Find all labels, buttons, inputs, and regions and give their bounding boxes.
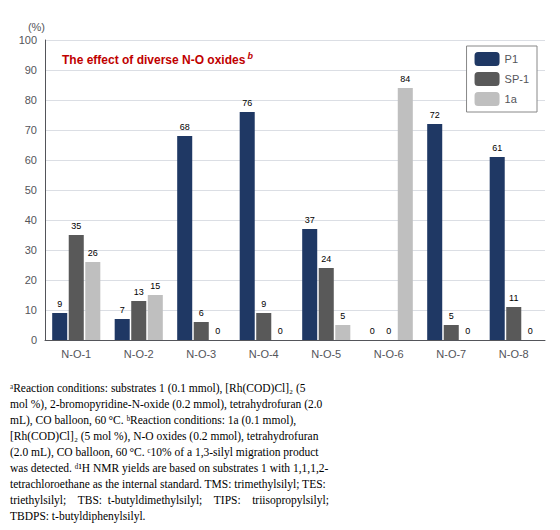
svg-text:b: b xyxy=(247,51,253,61)
svg-text:61: 61 xyxy=(492,143,502,153)
svg-text:20: 20 xyxy=(25,274,37,286)
svg-text:70: 70 xyxy=(25,124,37,136)
svg-text:50: 50 xyxy=(25,184,37,196)
svg-text:76: 76 xyxy=(242,98,252,108)
svg-text:72: 72 xyxy=(430,110,440,120)
svg-text:0: 0 xyxy=(370,326,375,336)
svg-text:N-O-5: N-O-5 xyxy=(311,348,341,360)
svg-text:5: 5 xyxy=(449,311,454,321)
svg-text:mL), CO balloon, 60 °C. ᵇReact: mL), CO balloon, 60 °C. ᵇReaction condit… xyxy=(10,414,296,427)
svg-text:[Rh(COD)Cl]₂ (5 mol %), N-O ox: [Rh(COD)Cl]₂ (5 mol %), N-O oxides (0.2 … xyxy=(10,430,319,443)
svg-text:0: 0 xyxy=(278,326,283,336)
svg-text:(2.0 mL), CO balloon, 60 °C. ᶜ: (2.0 mL), CO balloon, 60 °C. ᶜ10% of a 1… xyxy=(10,446,319,459)
svg-text:ᵃReaction conditions: substrat: ᵃReaction conditions: substrates 1 (0.1 … xyxy=(10,382,306,395)
svg-text:triethylsilyl; TBS: t-butyldi: triethylsilyl; TBS: t-butyldimethylsilyl… xyxy=(10,494,329,507)
svg-text:mol %), 2-bromopyridine-N-oxid: mol %), 2-bromopyridine-N-oxide (0.2 mmo… xyxy=(10,398,323,411)
svg-text:35: 35 xyxy=(71,221,81,231)
svg-text:40: 40 xyxy=(25,214,37,226)
svg-text:N-O-6: N-O-6 xyxy=(374,348,404,360)
svg-text:60: 60 xyxy=(25,154,37,166)
svg-text:24: 24 xyxy=(321,254,331,264)
svg-text:7: 7 xyxy=(120,305,125,315)
svg-text:0: 0 xyxy=(528,326,533,336)
svg-text:N-O-3: N-O-3 xyxy=(186,348,216,360)
svg-text:SP-1: SP-1 xyxy=(505,73,529,85)
svg-text:N-O-8: N-O-8 xyxy=(499,348,529,360)
svg-text:tetrachloroethane as the inter: tetrachloroethane as the internal standa… xyxy=(10,478,326,491)
svg-text:0: 0 xyxy=(215,326,220,336)
svg-text:30: 30 xyxy=(25,244,37,256)
svg-text:90: 90 xyxy=(25,64,37,76)
svg-text:5: 5 xyxy=(340,311,345,321)
svg-text:The effect of diverse N-O oxid: The effect of diverse N-O oxides xyxy=(62,53,246,67)
svg-text:11: 11 xyxy=(509,293,518,303)
svg-text:9: 9 xyxy=(57,299,62,309)
svg-text:6: 6 xyxy=(199,308,204,318)
svg-text:N-O-7: N-O-7 xyxy=(436,348,466,360)
svg-text:N-O-2: N-O-2 xyxy=(124,348,154,360)
svg-text:15: 15 xyxy=(150,281,160,291)
svg-text:0: 0 xyxy=(386,326,391,336)
svg-text:(%): (%) xyxy=(28,21,45,33)
svg-text:9: 9 xyxy=(261,299,266,309)
svg-text:13: 13 xyxy=(134,287,144,297)
svg-text:0: 0 xyxy=(465,326,470,336)
svg-text:0: 0 xyxy=(31,334,37,346)
svg-text:10: 10 xyxy=(25,304,37,316)
svg-text:84: 84 xyxy=(400,74,410,84)
svg-text:1a: 1a xyxy=(505,93,518,105)
svg-text:100: 100 xyxy=(19,34,37,46)
svg-text:TBDPS: t-butyldiphenylsilyl.: TBDPS: t-butyldiphenylsilyl. xyxy=(10,510,146,523)
svg-text:P1: P1 xyxy=(505,53,518,65)
svg-text:68: 68 xyxy=(180,122,190,132)
svg-text:37: 37 xyxy=(305,215,315,225)
svg-text:N-O-1: N-O-1 xyxy=(61,348,91,360)
svg-text:N-O-4: N-O-4 xyxy=(249,348,279,360)
svg-text:was detected. ᵈ¹H NMR yields a: was detected. ᵈ¹H NMR yields are based o… xyxy=(10,462,329,475)
svg-text:26: 26 xyxy=(88,248,98,258)
svg-text:80: 80 xyxy=(25,94,37,106)
